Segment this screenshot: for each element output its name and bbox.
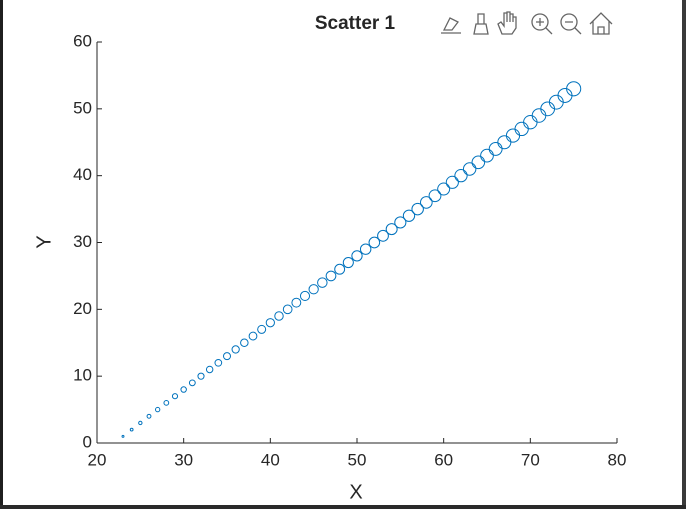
y-tick-label: 30 bbox=[73, 232, 92, 251]
x-tick-label: 40 bbox=[261, 450, 280, 469]
x-tick-label: 30 bbox=[174, 450, 193, 469]
scatter-point bbox=[265, 318, 275, 328]
scatter-point bbox=[240, 338, 249, 348]
axes: 0 10 20 30 40 50 60 20 30 40 50 60 70 80 bbox=[73, 31, 626, 469]
scatter-point bbox=[334, 263, 346, 275]
scatter-point bbox=[274, 311, 284, 321]
scatter-point bbox=[299, 290, 311, 302]
y-tick-label: 40 bbox=[73, 165, 92, 184]
scatter-point bbox=[377, 229, 389, 242]
scatter-point bbox=[129, 427, 134, 432]
zoom-out-button[interactable] bbox=[560, 13, 582, 35]
y-tick-label: 50 bbox=[73, 98, 92, 117]
x-tick-label: 80 bbox=[608, 450, 627, 469]
scatter-point bbox=[248, 331, 258, 341]
scatter-point bbox=[154, 406, 161, 413]
scatter-point bbox=[420, 196, 433, 209]
scatter-point bbox=[454, 169, 468, 183]
x-axis-label: X bbox=[349, 481, 362, 503]
scatter-point bbox=[205, 365, 214, 374]
scatter-point bbox=[121, 434, 125, 438]
scatter-point bbox=[146, 413, 152, 419]
scatter-point bbox=[231, 345, 240, 354]
scatter-point bbox=[138, 420, 143, 426]
scatter-point bbox=[197, 372, 205, 380]
scatter-point bbox=[445, 175, 459, 189]
scatter-point bbox=[385, 223, 398, 236]
toolbar bbox=[441, 11, 613, 35]
y-tick-label: 60 bbox=[73, 31, 92, 50]
y-tick-label: 20 bbox=[73, 299, 92, 318]
window-border bbox=[0, 0, 3, 509]
scatter-point bbox=[428, 189, 442, 203]
x-tick-label: 70 bbox=[521, 450, 540, 469]
scatter-point bbox=[462, 162, 477, 176]
scatter-point bbox=[471, 155, 486, 170]
chart-title: Scatter 1 bbox=[315, 13, 396, 34]
scatter-point bbox=[325, 270, 337, 282]
scatter-point bbox=[437, 182, 451, 196]
y-axis-label: Y bbox=[33, 235, 55, 248]
scatter-point bbox=[402, 209, 416, 222]
scatter-point bbox=[223, 352, 231, 361]
home-button[interactable] bbox=[589, 12, 613, 35]
scatter-point bbox=[411, 202, 424, 216]
scatter-point bbox=[480, 148, 494, 163]
scatter-point bbox=[163, 400, 170, 406]
scatter-point bbox=[188, 379, 196, 387]
scatter-point bbox=[359, 243, 372, 255]
scatter-point bbox=[180, 386, 187, 393]
scatter-point bbox=[282, 304, 293, 315]
scatter-point bbox=[566, 81, 582, 97]
y-tick-label: 10 bbox=[73, 366, 92, 385]
scatter-point bbox=[394, 216, 407, 229]
scatter-point bbox=[351, 250, 363, 262]
scatter-point bbox=[291, 297, 302, 308]
brush-button[interactable] bbox=[473, 13, 489, 35]
y-tick-label: 0 bbox=[83, 432, 92, 451]
scatter-point bbox=[171, 393, 179, 400]
x-tick-label: 60 bbox=[434, 450, 453, 469]
scatter-point bbox=[488, 141, 503, 156]
scatter-point bbox=[308, 284, 319, 295]
x-tick-label: 20 bbox=[88, 450, 107, 469]
scatter-point bbox=[214, 358, 223, 367]
export-button[interactable] bbox=[441, 17, 461, 34]
scatter-point bbox=[257, 324, 267, 334]
scatter-point bbox=[342, 257, 354, 269]
scatter-point bbox=[317, 277, 328, 288]
x-tick-label: 50 bbox=[348, 450, 367, 469]
zoom-in-button[interactable] bbox=[531, 13, 553, 35]
window-border bbox=[0, 505, 686, 509]
scatter-point bbox=[368, 236, 381, 249]
window-border bbox=[682, 0, 686, 509]
pan-button[interactable] bbox=[497, 11, 517, 35]
